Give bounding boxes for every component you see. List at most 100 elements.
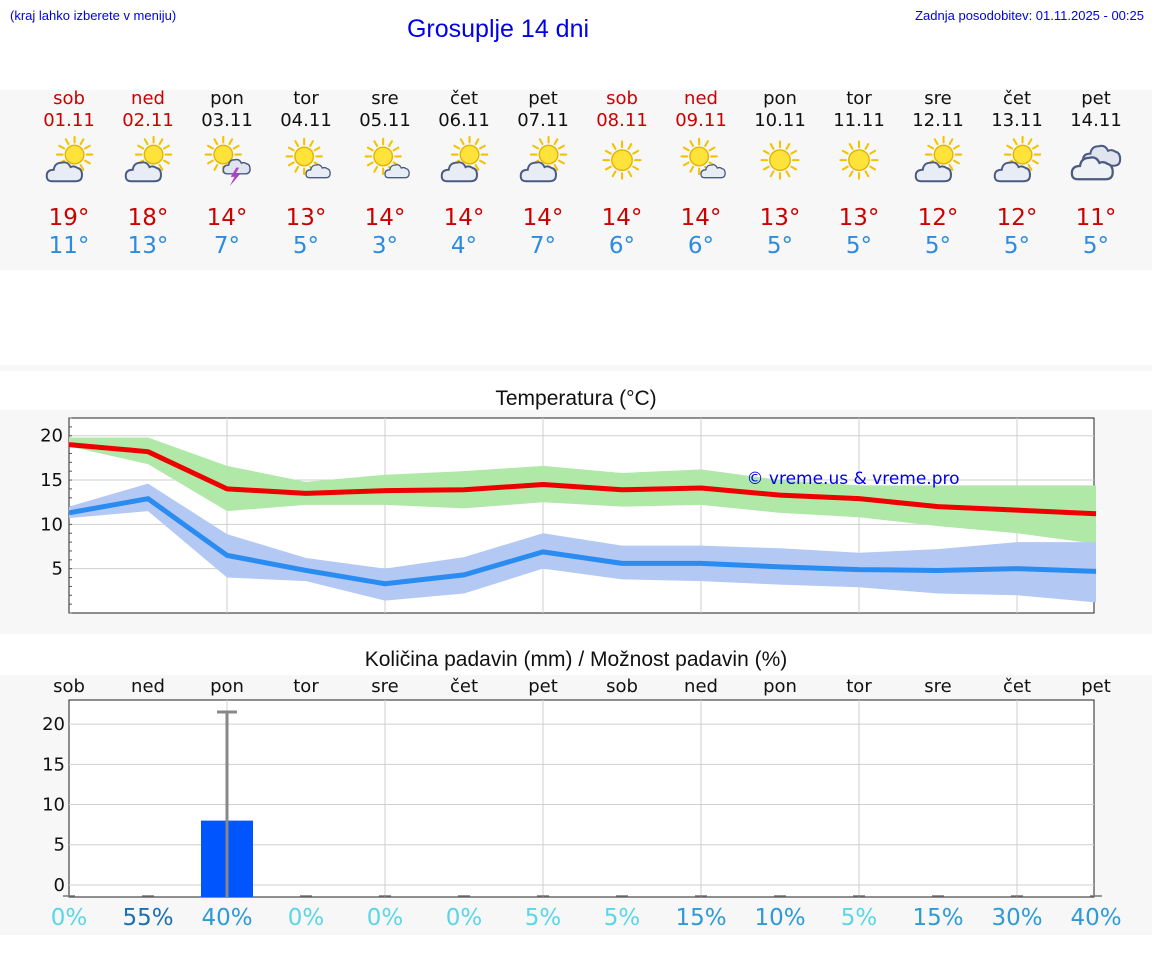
- forecast-strip-background: [0, 90, 1152, 270]
- day-name: sre: [924, 88, 952, 109]
- precipitation-probability: 40%: [201, 905, 253, 931]
- day-column: pon 10.11 13° 5°: [740, 88, 820, 260]
- min-temperature: 13°: [127, 233, 169, 259]
- day-date: 14.11: [1070, 110, 1122, 131]
- precipitation-tick-label: 10: [42, 795, 65, 816]
- day-name: pet: [528, 88, 558, 109]
- min-temperature: 7°: [529, 233, 557, 259]
- min-temperature-line: [68, 496, 1097, 587]
- day-column: pet 07.11 14° 7°: [503, 88, 583, 260]
- day-name: čet: [1002, 88, 1032, 109]
- precipitation-tick-label: 15: [42, 754, 65, 775]
- precipitation-chart-title: Količina padavin (mm) / Možnost padavin …: [364, 648, 788, 671]
- precipitation-probability: 5%: [524, 905, 562, 931]
- precipitation-probability: 15%: [912, 905, 964, 931]
- sun-cloud-icon: [914, 136, 963, 183]
- precipitation-probability: 5%: [603, 905, 641, 931]
- separator-band: [0, 365, 1152, 371]
- day-date: 04.11: [280, 110, 332, 131]
- max-temperature: 14°: [443, 205, 485, 231]
- sun-thunder-icon: [204, 136, 251, 187]
- precipitation-day-label: sob: [606, 676, 638, 697]
- max-temperature: 14°: [601, 205, 643, 231]
- day-column: pon 03.11 14° 7°: [187, 88, 267, 260]
- sun-cloud-icon: [45, 136, 94, 183]
- max-temperature: 14°: [680, 205, 722, 231]
- day-name: tor: [846, 88, 872, 109]
- max-temperature: 14°: [206, 205, 248, 231]
- precipitation-tick-label: 20: [42, 714, 65, 735]
- day-name: sre: [371, 88, 399, 109]
- day-date: 06.11: [438, 110, 490, 131]
- day-date: 08.11: [596, 110, 648, 131]
- precipitation-day-label: sre: [371, 676, 399, 697]
- precipitation-probability: 0%: [287, 905, 325, 931]
- precipitation-probability: 0%: [50, 905, 88, 931]
- max-temperature: 19°: [48, 205, 90, 231]
- watermark: © vreme.us & vreme.pro: [746, 469, 959, 489]
- precipitation-day-label: sre: [924, 676, 952, 697]
- day-date: 03.11: [201, 110, 253, 131]
- sun-icon: [602, 140, 642, 180]
- max-temperature: 13°: [759, 205, 801, 231]
- min-temperature: 5°: [1082, 233, 1110, 259]
- precipitation-probability: 30%: [991, 905, 1043, 931]
- precipitation-day-label: ned: [131, 676, 165, 697]
- day-date: 01.11: [43, 110, 95, 131]
- temperature-tick-label: 5: [52, 559, 63, 580]
- min-temperature: 11°: [48, 233, 90, 259]
- temperature-chart-title: Temperatura (°C): [495, 387, 657, 410]
- last-updated: Zadnja posodobitev: 01.11.2025 - 00:25: [915, 8, 1144, 23]
- precipitation-probability: 0%: [366, 905, 404, 931]
- page-title: Grosuplje 14 dni: [406, 15, 590, 43]
- precipitation-day-label: čet: [449, 676, 479, 697]
- day-column: čet 13.11 12° 5°: [977, 88, 1057, 260]
- sun-small-cloud-icon: [680, 137, 726, 179]
- precipitation-probability: 55%: [122, 905, 174, 931]
- min-temperature: 5°: [1003, 233, 1031, 259]
- precipitation-probability: 15%: [675, 905, 727, 931]
- max-temperature: 14°: [522, 205, 564, 231]
- max-temperature: 11°: [1075, 205, 1117, 231]
- day-name: pon: [210, 88, 244, 109]
- day-column: čet 06.11 14° 4°: [424, 88, 504, 260]
- precipitation-day-label: tor: [293, 676, 319, 697]
- day-name: tor: [293, 88, 319, 109]
- day-date: 12.11: [912, 110, 964, 131]
- max-temperature-range-band: [69, 437, 1096, 544]
- precipitation-probability: 0%: [445, 905, 483, 931]
- precipitation-day-label: pet: [1081, 676, 1111, 697]
- day-column: ned 02.11 18° 13°: [108, 88, 188, 260]
- day-date: 05.11: [359, 110, 411, 131]
- day-name: pon: [763, 88, 797, 109]
- sun-cloud-icon: [440, 136, 489, 183]
- precipitation-probability: 40%: [1070, 905, 1122, 931]
- min-temperature: 5°: [924, 233, 952, 259]
- max-temperature-line: [68, 442, 1097, 517]
- cloud-icon: [1070, 144, 1122, 181]
- max-temperature: 13°: [838, 205, 880, 231]
- max-temperature: 13°: [285, 205, 327, 231]
- day-date: 10.11: [754, 110, 806, 131]
- day-column: sre 12.11 12° 5°: [898, 88, 978, 260]
- min-temperature: 5°: [292, 233, 320, 259]
- day-column: tor 11.11 13° 5°: [819, 88, 899, 260]
- temperature-tick-label: 15: [40, 470, 63, 491]
- day-name: ned: [684, 88, 718, 109]
- sun-icon: [839, 140, 879, 180]
- sun-cloud-icon: [519, 136, 568, 183]
- location-hint: (kraj lahko izberete v meniju): [10, 8, 177, 23]
- sun-cloud-icon: [993, 136, 1042, 183]
- precipitation-day-label: čet: [1002, 676, 1032, 697]
- day-date: 09.11: [675, 110, 727, 131]
- precipitation-tick-label: 0: [54, 875, 65, 896]
- sun-small-cloud-icon: [285, 137, 331, 179]
- day-date: 02.11: [122, 110, 174, 131]
- day-column: ned 09.11 14° 6°: [661, 88, 741, 260]
- day-date: 11.11: [833, 110, 885, 131]
- max-temperature: 14°: [364, 205, 406, 231]
- day-column: sob 01.11 19° 11°: [29, 88, 109, 260]
- min-temperature: 5°: [766, 233, 794, 259]
